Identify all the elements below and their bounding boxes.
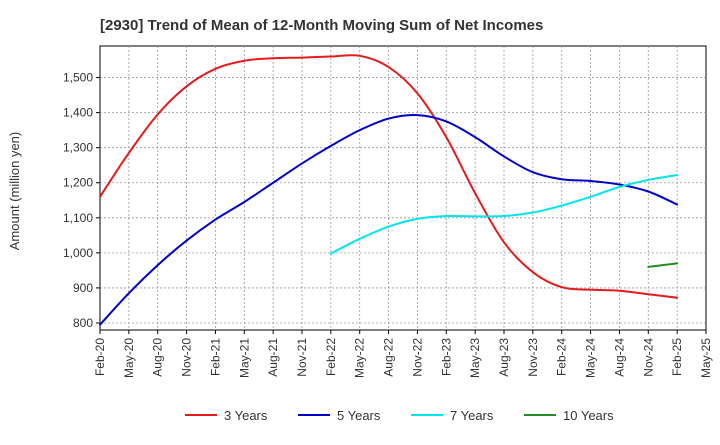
legend-label: 10 Years xyxy=(563,408,614,423)
y-tick-label: 1,400 xyxy=(63,106,93,120)
plot-area: Feb-20 May-20 Aug-20 Nov-20 Feb-21 May-21 Aug-… xyxy=(63,45,713,378)
legend-label: 3 Years xyxy=(224,408,268,423)
series-line-5-years xyxy=(99,113,679,326)
x-tick-label: Feb-23 xyxy=(439,338,453,376)
x-tick-label: May-24 xyxy=(584,338,598,378)
x-tick-label: May-23 xyxy=(468,338,482,378)
x-tick-label: Nov-22 xyxy=(410,338,424,377)
y-tick-label: 900 xyxy=(73,281,93,295)
legend: 3 Years 5 Years 7 Years 10 Years xyxy=(185,408,614,423)
x-tick-label: Aug-23 xyxy=(497,338,511,377)
x-tick-label: Aug-21 xyxy=(266,338,280,377)
y-tick-label: 800 xyxy=(73,316,93,330)
x-tick-label: Feb-24 xyxy=(555,338,569,376)
x-tick-label: May-22 xyxy=(353,338,367,378)
series-line-7-years xyxy=(329,174,679,255)
plot-frame xyxy=(99,45,707,331)
x-tick-label: May-25 xyxy=(699,338,713,378)
y-axis-label: Amount (million yen) xyxy=(7,132,22,251)
chart-title: [2930] Trend of Mean of 12-Month Moving … xyxy=(100,17,543,34)
x-tick-label: Feb-25 xyxy=(670,338,684,376)
x-tick-label: Nov-21 xyxy=(295,338,309,377)
legend-item: 5 Years xyxy=(298,408,381,423)
x-tick-label: Aug-20 xyxy=(151,338,165,377)
legend-item: 3 Years xyxy=(185,408,268,423)
series-line-10-years xyxy=(647,262,679,268)
x-tick-label: Feb-20 xyxy=(93,338,107,376)
x-tick-label: May-21 xyxy=(237,338,251,378)
x-tick-label: Nov-20 xyxy=(180,338,194,377)
x-tick-label: Feb-22 xyxy=(324,338,338,376)
legend-label: 5 Years xyxy=(337,408,381,423)
x-tick-label: Aug-22 xyxy=(382,338,396,377)
y-tick-label: 1,300 xyxy=(63,141,93,155)
legend-item: 10 Years xyxy=(524,408,614,423)
x-tick-label: May-20 xyxy=(122,338,136,378)
legend-label: 7 Years xyxy=(450,408,494,423)
x-tick-label: Feb-21 xyxy=(208,338,222,376)
y-tick-label: 1,000 xyxy=(63,246,93,260)
x-tick-label: Nov-24 xyxy=(641,338,655,377)
x-tick-label: Nov-23 xyxy=(526,338,540,377)
y-tick-label: 1,100 xyxy=(63,211,93,225)
y-tick-label: 1,500 xyxy=(63,71,93,85)
legend-item: 7 Years xyxy=(411,408,494,423)
x-tick-label: Aug-24 xyxy=(612,338,626,377)
y-tick-label: 1,200 xyxy=(63,176,93,190)
series-line-3-years xyxy=(99,54,679,299)
